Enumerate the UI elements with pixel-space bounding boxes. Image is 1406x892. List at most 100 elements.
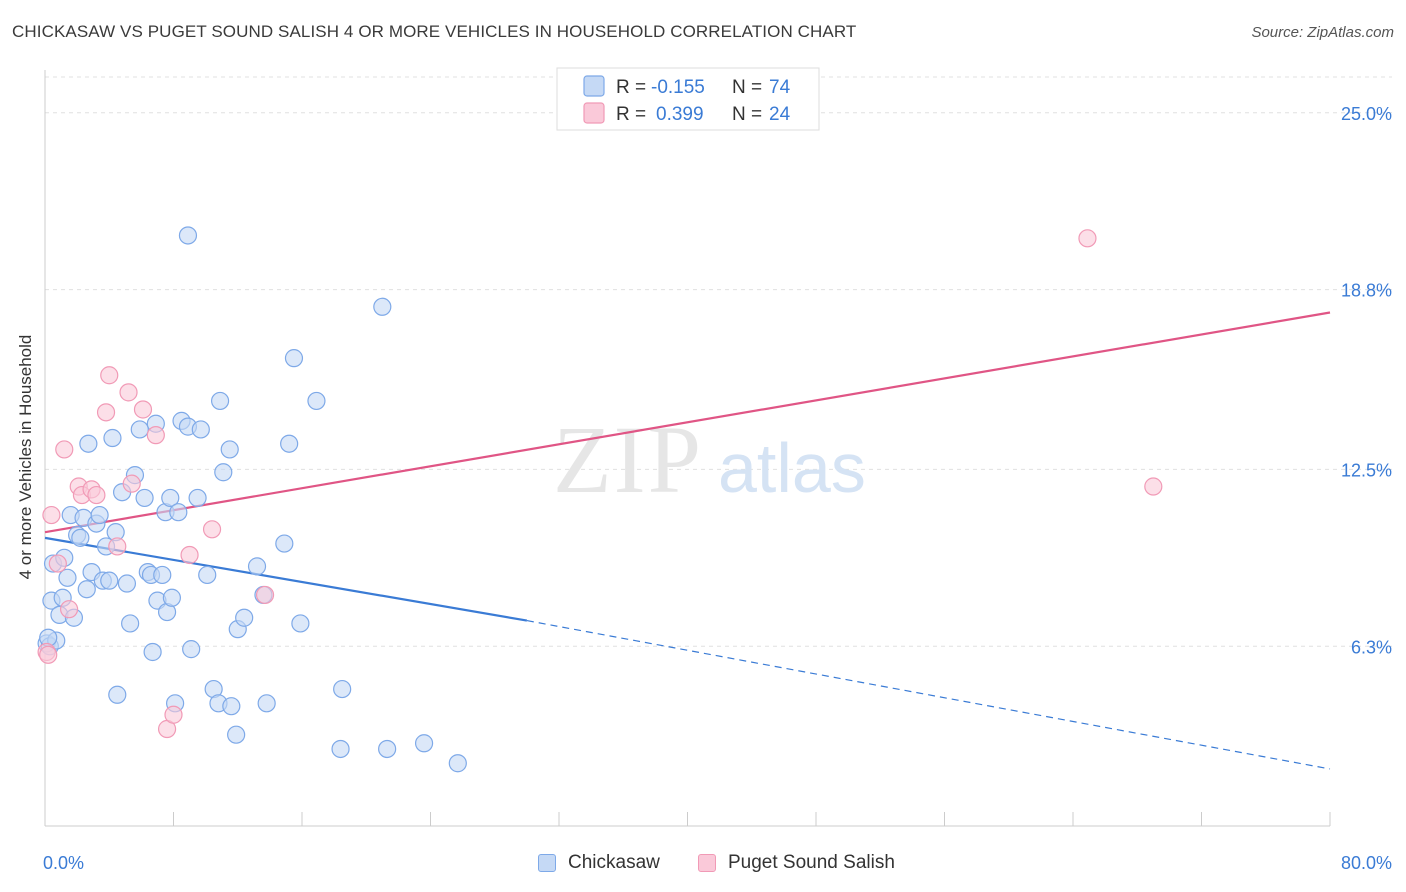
point-chickasaw <box>198 565 217 585</box>
point-chickasaw <box>222 697 241 716</box>
point-chickasaw <box>257 694 276 713</box>
y-tick-label: 18.8% <box>1341 281 1392 301</box>
point-chickasaw <box>280 434 299 453</box>
point-puget-sound-salish <box>180 545 199 565</box>
point-puget-sound-salish <box>100 366 119 385</box>
point-chickasaw <box>135 488 154 508</box>
point-chickasaw <box>178 226 198 245</box>
point-chickasaw <box>108 685 127 704</box>
point-chickasaw <box>100 571 119 590</box>
watermark-zip: ZIP <box>553 406 703 513</box>
point-chickasaw <box>153 565 172 585</box>
point-chickasaw <box>448 754 467 773</box>
watermark-atlas: atlas <box>718 429 866 507</box>
point-chickasaw <box>143 642 162 662</box>
point-chickasaw <box>291 614 310 633</box>
point-chickasaw <box>103 428 122 448</box>
legend-bottom-swatch-puget <box>698 854 716 872</box>
point-puget-sound-salish <box>119 383 138 402</box>
point-puget-sound-salish <box>96 403 116 422</box>
y-tick-label: 6.3% <box>1351 637 1392 657</box>
legend-bottom-swatch-chickasaw <box>538 854 556 872</box>
point-puget-sound-salish <box>255 585 275 605</box>
legend-r-value: -0.155 <box>651 77 705 98</box>
point-chickasaw <box>284 349 304 368</box>
point-chickasaw <box>90 505 109 525</box>
trend-line-extension-chickasaw <box>526 620 1331 770</box>
point-chickasaw <box>182 640 201 659</box>
point-puget-sound-salish <box>122 474 141 493</box>
legend-r-label: R = <box>616 77 646 98</box>
x-tick-label-min: 0.0% <box>43 853 84 873</box>
point-chickasaw <box>117 574 137 593</box>
point-chickasaw <box>373 297 392 316</box>
trend-line-puget-sound-salish <box>44 311 1331 534</box>
point-chickasaw <box>414 734 434 753</box>
legend-entry-puget-sound-salish: R = 0.399 N = 24 <box>583 102 791 125</box>
point-chickasaw <box>307 391 326 411</box>
point-chickasaw <box>220 440 239 459</box>
point-puget-sound-salish <box>55 440 74 459</box>
data-points <box>37 226 1163 773</box>
chart-title: CHICKASAW VS PUGET SOUND SALISH 4 OR MOR… <box>12 22 857 41</box>
point-chickasaw <box>71 528 90 547</box>
legend-n-value: 74 <box>769 77 791 98</box>
legend-r-value: 0.399 <box>656 104 704 125</box>
point-puget-sound-salish <box>133 400 153 419</box>
legend-top: R = -0.155 N = 74 R = 0.399 N = 24 <box>556 67 820 131</box>
x-tick-label-max: 80.0% <box>1341 853 1392 873</box>
point-chickasaw <box>214 463 233 482</box>
point-chickasaw <box>161 488 180 508</box>
point-puget-sound-salish <box>39 645 58 664</box>
point-chickasaw <box>247 557 267 576</box>
point-puget-sound-salish <box>1144 477 1163 496</box>
point-puget-sound-salish <box>164 705 183 724</box>
legend-entry-chickasaw: R = -0.155 N = 74 <box>583 75 791 98</box>
point-chickasaw <box>210 391 230 411</box>
point-chickasaw <box>333 679 352 699</box>
legend-bottom-puget: Puget Sound Salish <box>698 852 895 874</box>
legend-n-value: 24 <box>769 104 791 125</box>
point-chickasaw <box>79 434 98 453</box>
legend-n-label: N = <box>732 104 762 125</box>
point-chickasaw <box>235 608 254 627</box>
point-chickasaw <box>77 580 96 599</box>
trend-line-chickasaw <box>44 536 528 622</box>
source-label: Source: ZipAtlas.com <box>1251 24 1394 41</box>
grid-lines <box>45 76 1392 647</box>
point-chickasaw <box>121 614 140 633</box>
point-chickasaw <box>130 420 149 439</box>
point-puget-sound-salish <box>1078 229 1097 248</box>
point-chickasaw <box>378 739 397 759</box>
y-axis-label: 4 or more Vehicles in Household <box>16 335 35 580</box>
point-puget-sound-salish <box>59 600 79 619</box>
y-tick-label: 12.5% <box>1341 460 1392 480</box>
point-chickasaw <box>331 739 350 759</box>
legend-n-label: N = <box>732 77 762 98</box>
trend-lines <box>44 311 1331 770</box>
axes <box>44 70 1331 827</box>
legend-bottom-label-puget: Puget Sound Salish <box>728 852 895 873</box>
point-chickasaw <box>188 488 207 508</box>
point-chickasaw <box>169 503 188 522</box>
point-puget-sound-salish <box>202 520 222 539</box>
point-puget-sound-salish <box>87 485 106 505</box>
point-chickasaw <box>58 568 77 587</box>
point-puget-sound-salish <box>108 537 127 556</box>
point-chickasaw <box>191 420 210 439</box>
legend-swatch-puget <box>583 102 605 124</box>
point-chickasaw <box>162 588 181 607</box>
legend-swatch-chickasaw <box>583 75 605 97</box>
legend-bottom-label-chickasaw: Chickasaw <box>568 852 660 873</box>
y-tick-labels: 6.3% 12.5% 18.8% 25.0% <box>1341 104 1392 657</box>
legend-bottom: Chickasaw Puget Sound Salish <box>0 852 1406 878</box>
point-chickasaw <box>227 725 246 744</box>
point-chickasaw <box>275 534 294 553</box>
point-puget-sound-salish <box>48 554 67 573</box>
x-tick-labels: 0.0% 80.0% <box>43 853 1392 873</box>
legend-bottom-chickasaw: Chickasaw <box>538 852 660 874</box>
y-tick-label: 25.0% <box>1341 104 1392 124</box>
point-puget-sound-salish <box>146 426 165 445</box>
point-puget-sound-salish <box>42 505 61 525</box>
